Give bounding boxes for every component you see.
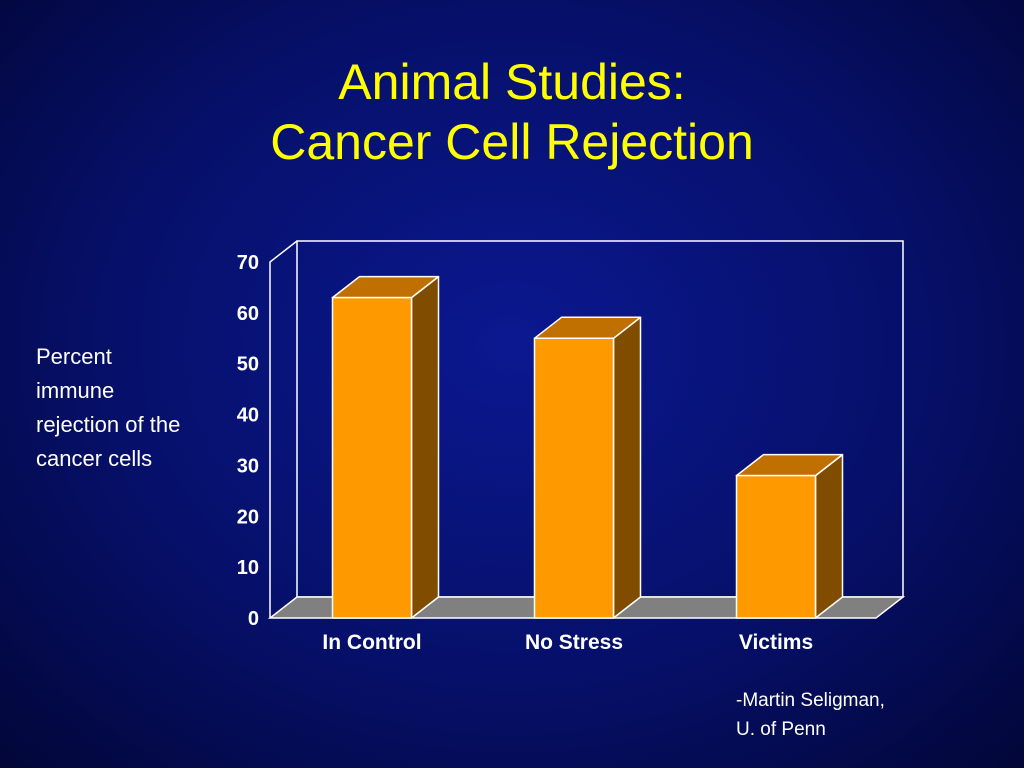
bar-front	[533, 337, 615, 619]
y-tick-label: 70	[237, 252, 259, 274]
y-tick-label: 40	[237, 405, 259, 427]
bar-side	[410, 275, 440, 619]
bar-side	[612, 316, 642, 619]
credit-line2: U. of Penn	[736, 719, 826, 740]
bar	[331, 275, 440, 619]
x-axis-labels: In Control No Stress Victims	[322, 631, 813, 654]
y-tick-label: 30	[237, 455, 259, 477]
y-tick-label: 10	[237, 557, 259, 579]
slide-title-line2: Cancer Cell Rejection	[270, 114, 754, 170]
y-tick-label: 60	[237, 303, 259, 325]
bar-front	[735, 474, 817, 619]
x-tick-label: No Stress	[525, 631, 623, 654]
chart-side-wall	[269, 240, 298, 618]
slide-title: Animal Studies: Cancer Cell Rejection	[0, 52, 1024, 172]
x-tick-label: Victims	[739, 631, 813, 654]
y-tick-label: 20	[237, 506, 259, 528]
y-axis-label: Percent immune rejection of the cancer c…	[36, 344, 181, 471]
bars	[331, 275, 844, 619]
bar	[533, 316, 642, 619]
y-tick-label: 50	[237, 354, 259, 376]
bar-front	[331, 296, 413, 619]
bar	[735, 453, 844, 619]
credit-line1: -Martin Seligman,	[736, 690, 885, 711]
bar-side	[814, 453, 844, 619]
y-tick-label: 0	[248, 608, 259, 630]
x-tick-label: In Control	[322, 631, 421, 654]
slide-title-line1: Animal Studies:	[338, 54, 686, 110]
y-axis-ticks: 0 10 20 30 40 50 60 70	[237, 252, 259, 630]
source-credit: -Martin Seligman, U. of Penn	[736, 686, 996, 744]
